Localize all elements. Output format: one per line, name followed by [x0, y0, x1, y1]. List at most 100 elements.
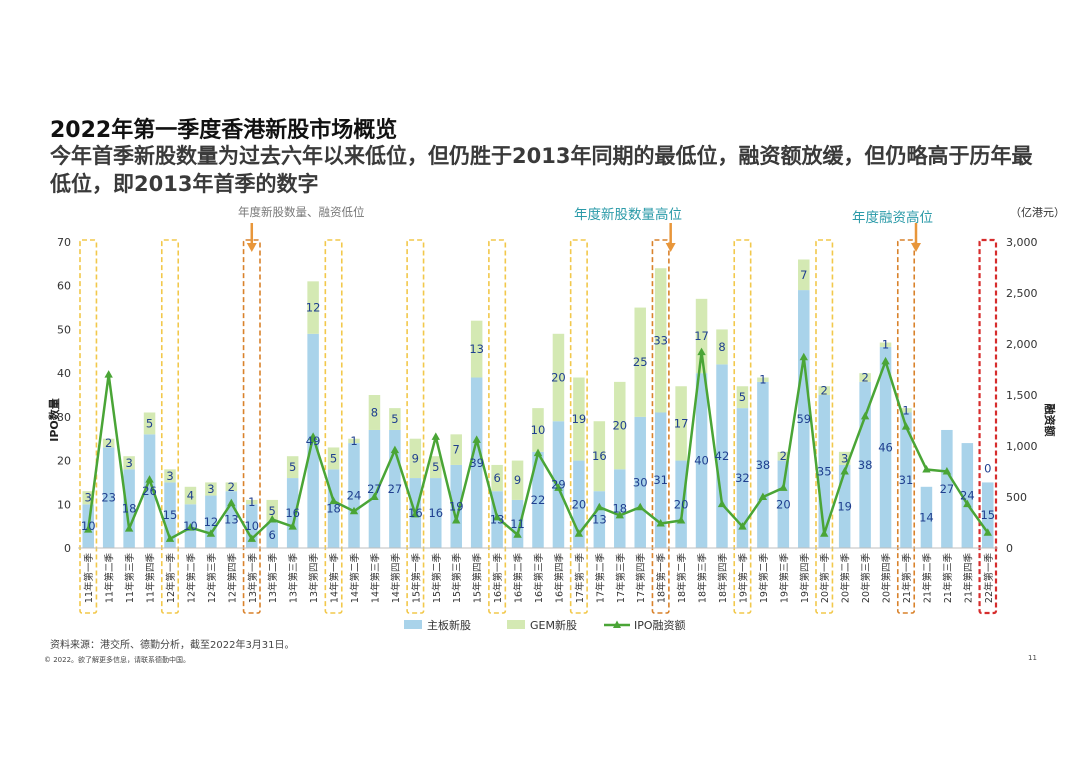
copyright-note: © 2022。欲了解更多信息，请联系德勤中国。: [44, 656, 191, 664]
page-number: 11: [1028, 654, 1037, 662]
bar-gem: [777, 451, 790, 461]
funds-point: [492, 512, 502, 521]
bar-main-board: [614, 469, 626, 548]
label-main-board: 27: [367, 482, 382, 496]
y2-tick-label: 2,000: [1006, 338, 1038, 351]
annotation-low: 年度新股数量、融资低位: [238, 205, 365, 219]
y-tick-label: 70: [57, 236, 71, 249]
label-gem: 5: [289, 460, 296, 474]
label-main-board: 32: [735, 471, 750, 485]
bar-gem: [164, 469, 176, 483]
bar-gem: [389, 408, 401, 430]
label-main-board: 31: [899, 473, 914, 487]
label-gem: 3: [85, 491, 92, 505]
funds-point: [963, 499, 972, 508]
legend-label-main-board: 主板新股: [427, 618, 471, 632]
label-gem: 1: [248, 495, 255, 509]
funds-point: [329, 496, 338, 505]
y-tick-label: 30: [57, 411, 71, 424]
label-gem: 5: [432, 460, 439, 474]
label-gem: 16: [592, 449, 607, 463]
x-tick-label: 21年第四季: [962, 553, 974, 604]
label-main-board: 18: [326, 502, 341, 516]
highlight-boxes: [79, 238, 998, 615]
bar-main-board: [348, 443, 360, 548]
funds-point: [656, 519, 665, 527]
bar-gem: [593, 421, 606, 492]
label-main-board: 42: [715, 449, 730, 463]
legend-label-gem: GEM新股: [530, 618, 577, 632]
bar-main-board: [164, 482, 176, 548]
funds-point: [370, 492, 379, 500]
label-main-board: 12: [204, 515, 219, 529]
y2-tick-label: 500: [1006, 491, 1027, 504]
funds-point: [574, 529, 584, 537]
funds-point: [533, 448, 543, 457]
x-tick-label: 11年第一季: [83, 553, 95, 604]
x-tick-label: 21年第二季: [921, 553, 933, 604]
funds-point: [840, 467, 849, 475]
bar-main-board: [532, 451, 544, 548]
highlight-box: [651, 239, 670, 614]
funds-point: [288, 522, 297, 530]
label-main-board: 15: [980, 508, 995, 522]
annotations: 年度新股数量、融资低位 年度新股数量高位 年度融资高位: [238, 205, 933, 252]
bar-main-board: [470, 377, 483, 548]
x-tick-label: 14年第一季: [329, 553, 341, 604]
label-gem: 20: [612, 419, 627, 433]
x-tick-label: 16年第四季: [553, 553, 565, 604]
label-main-board: 31: [653, 473, 668, 487]
bar-gem: [368, 395, 381, 430]
legend-swatch-main-board: [404, 620, 422, 629]
bar-gem: [634, 307, 646, 417]
bar-main-board: [982, 482, 994, 548]
x-tick-label: 18年第一季: [656, 553, 668, 604]
bar-main-board: [961, 443, 974, 548]
bar-main-board: [879, 346, 892, 548]
bar-gem: [900, 408, 912, 413]
x-tick-label: 13年第四季: [308, 553, 320, 604]
x-tick-label: 12年第二季: [185, 553, 197, 604]
funds-point: [615, 510, 624, 519]
x-tick-label: 16年第一季: [492, 553, 504, 604]
x-tick-label: 22年第一季: [983, 553, 995, 604]
label-main-board: 30: [633, 475, 648, 489]
label-main-board: 24: [347, 489, 362, 503]
highlight-box: [733, 239, 752, 614]
bar-main-board: [225, 491, 238, 548]
label-gem: 13: [469, 342, 484, 356]
bar-gem: [470, 320, 483, 378]
y2-axis-title: 融资额: [1043, 404, 1057, 437]
label-main-board: 19: [449, 499, 464, 513]
x-tick-label: 11年第三季: [124, 553, 136, 604]
funds-point: [431, 432, 440, 440]
label-gem: 5: [739, 390, 746, 404]
bar-gem: [798, 259, 810, 291]
x-tick-label: 19年第二季: [758, 553, 770, 604]
funds-point: [799, 352, 808, 361]
funds-point: [206, 529, 216, 537]
bar-gem: [184, 486, 197, 505]
label-main-board: 23: [101, 491, 116, 505]
x-tick-label: 11年第四季: [145, 553, 157, 604]
label-gem: 2: [105, 436, 112, 450]
bar-main-board: [389, 429, 401, 548]
legend-label-line: IPO融资额: [634, 619, 686, 632]
label-main-board: 16: [428, 506, 443, 520]
label-gem: 9: [514, 473, 521, 487]
y-tick-label: 20: [57, 455, 71, 468]
highlight-box: [896, 239, 916, 614]
bar-gem: [818, 386, 830, 395]
annotation-funds-high: 年度融资高位: [852, 209, 933, 226]
label-main-board: 35: [817, 465, 832, 479]
label-gem: 20: [551, 371, 566, 385]
highlight-box: [160, 239, 180, 614]
label-gem: 33: [653, 333, 668, 347]
label-main-board: 40: [694, 454, 709, 468]
bar-gem: [736, 386, 749, 409]
funds-point: [227, 498, 236, 507]
arrow-head: [911, 243, 921, 252]
label-main-board: 14: [919, 510, 934, 524]
x-tick-label: 19年第四季: [799, 553, 811, 604]
